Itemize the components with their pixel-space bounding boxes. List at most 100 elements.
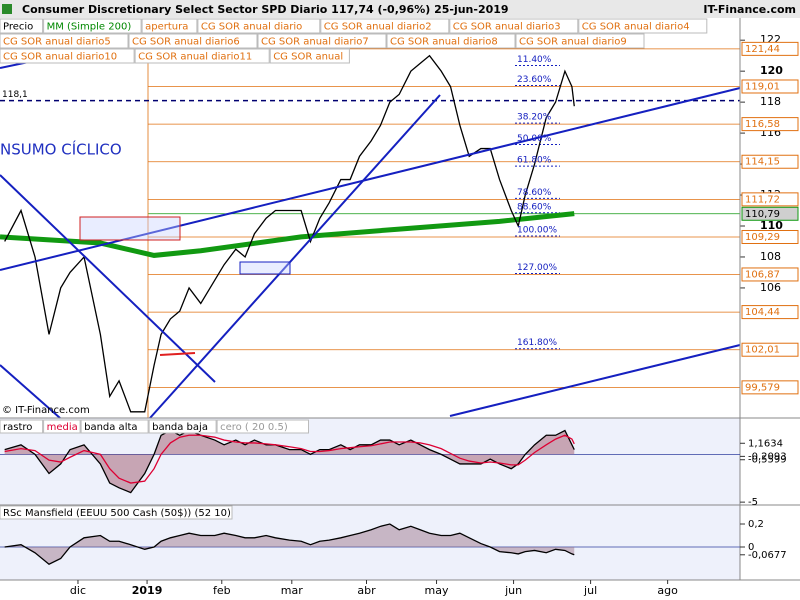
legend-label: cero ( 20 0.5) [220,422,288,433]
y-tick-label: 106 [760,281,781,294]
level-label: 104,44 [745,307,780,318]
panel-title-bg [0,505,233,520]
level-label: 106,87 [745,269,780,280]
legend-label: CG SOR anual diario10 [3,52,117,63]
brand: IT-Finance.com [703,3,796,16]
legend-tag [320,18,450,34]
x-tick-label: dic [70,584,86,597]
level-label: 102,01 [745,345,780,356]
legend-tag [386,33,516,49]
dashed-label: 118,1 [2,90,28,100]
x-tick-label: 2019 [132,584,163,597]
x-tick-label: ago [657,584,678,597]
level-box [741,342,799,357]
fib-label: 78.60% [517,188,552,198]
fib-label: 100.00% [517,225,557,235]
fib-label: 50.00% [517,134,552,144]
header-bar [0,0,800,18]
level-box [741,305,799,320]
legend-label: CG SOR anual diario2 [324,22,432,33]
legend-tag [269,48,350,64]
legend-label: Precio [3,22,33,33]
level-box [741,380,799,395]
plot [0,34,745,418]
copyright: © IT-Finance.com [2,405,90,416]
y-tick-label: -0,5599 [748,455,787,466]
legend-label: CG SOR anual [273,52,343,63]
x-tick-label: may [425,584,449,597]
legend-tag [0,48,135,64]
series-line [4,523,575,566]
legend-tag [578,18,708,34]
legend-tag [0,419,44,434]
level-box [741,192,799,207]
legend-tag [148,419,217,434]
box [239,261,291,275]
fib-label: 11.40% [517,55,552,65]
legend-label: media [47,422,78,433]
x-tick-label: abr [357,584,376,597]
y-tick-label: 118 [760,95,781,108]
level-box [741,41,799,56]
legend-tag [0,18,44,34]
legend-label: CG SOR anual diario [201,22,302,33]
level-box [741,117,799,132]
y-tick-label: 0,2 [748,519,764,530]
fib-label: 23.60% [517,75,552,85]
fib-label: 127.00% [517,263,557,273]
legend-label: banda alta [84,422,137,433]
legend-tag [43,18,142,34]
y-tick-label: 120 [760,64,783,77]
level-label: 99,579 [745,382,780,393]
legend-label: apertura [145,22,188,33]
x-tick-label: mar [281,584,303,597]
legend-label: CG SOR anual diario8 [390,37,498,48]
legend-tag [134,48,270,64]
legend-label: CG SOR anual diario5 [3,37,111,48]
level-label: 119,01 [745,81,780,92]
icon [2,4,12,14]
legend-label: CG SOR anual diario11 [138,52,252,63]
legend-label: CG SOR anual diario4 [582,22,690,33]
legend-tag [197,18,321,34]
level-label: 111,72 [745,194,780,205]
fib-label: 88.60% [517,202,552,212]
y-tick-label: 1,1634 [748,438,783,449]
legend-label: banda baja [152,422,208,433]
x-tick-label: jun [504,584,522,597]
fib-label: 161.80% [517,338,557,348]
legend-tag [43,419,81,434]
legend-tag [449,18,579,34]
legend-tag [80,419,149,434]
level-label: 116,58 [745,119,780,130]
box [79,216,181,241]
legend-tag [257,33,387,49]
y-tick-label: 110 [760,219,783,232]
legend-label: MM (Simple 200) [47,22,132,33]
level-box [741,229,799,244]
y-tick-label: 0 [748,542,754,553]
y-tick-label: -0,2093 [748,451,787,462]
panel-title: RSc Mansfield (EEUU 500 Cash (50$)) (52 … [3,508,231,519]
level-label: 110,79 [745,209,780,220]
y-tick-label: -0,0677 [748,550,787,561]
legend-tag [515,33,645,49]
legend-label: CG SOR anual diario7 [261,37,369,48]
level-box [741,267,799,282]
price-line [4,54,575,413]
series-line [4,434,575,484]
x-tick-label: jul [583,584,597,597]
fib-label: 38.20% [517,113,552,123]
y-tick-label: 108 [760,250,781,263]
marker [159,352,196,356]
fib-label: 61.80% [517,156,552,166]
level-label: 114,15 [745,157,780,168]
legend-tag [0,33,129,49]
legend-label: rastro [3,422,32,433]
y-tick-label: -5 [748,497,758,508]
legend-tag [216,419,310,434]
legend-label: CG SOR anual diario9 [519,37,627,48]
legend-tag [128,33,258,49]
level-box [741,206,799,221]
